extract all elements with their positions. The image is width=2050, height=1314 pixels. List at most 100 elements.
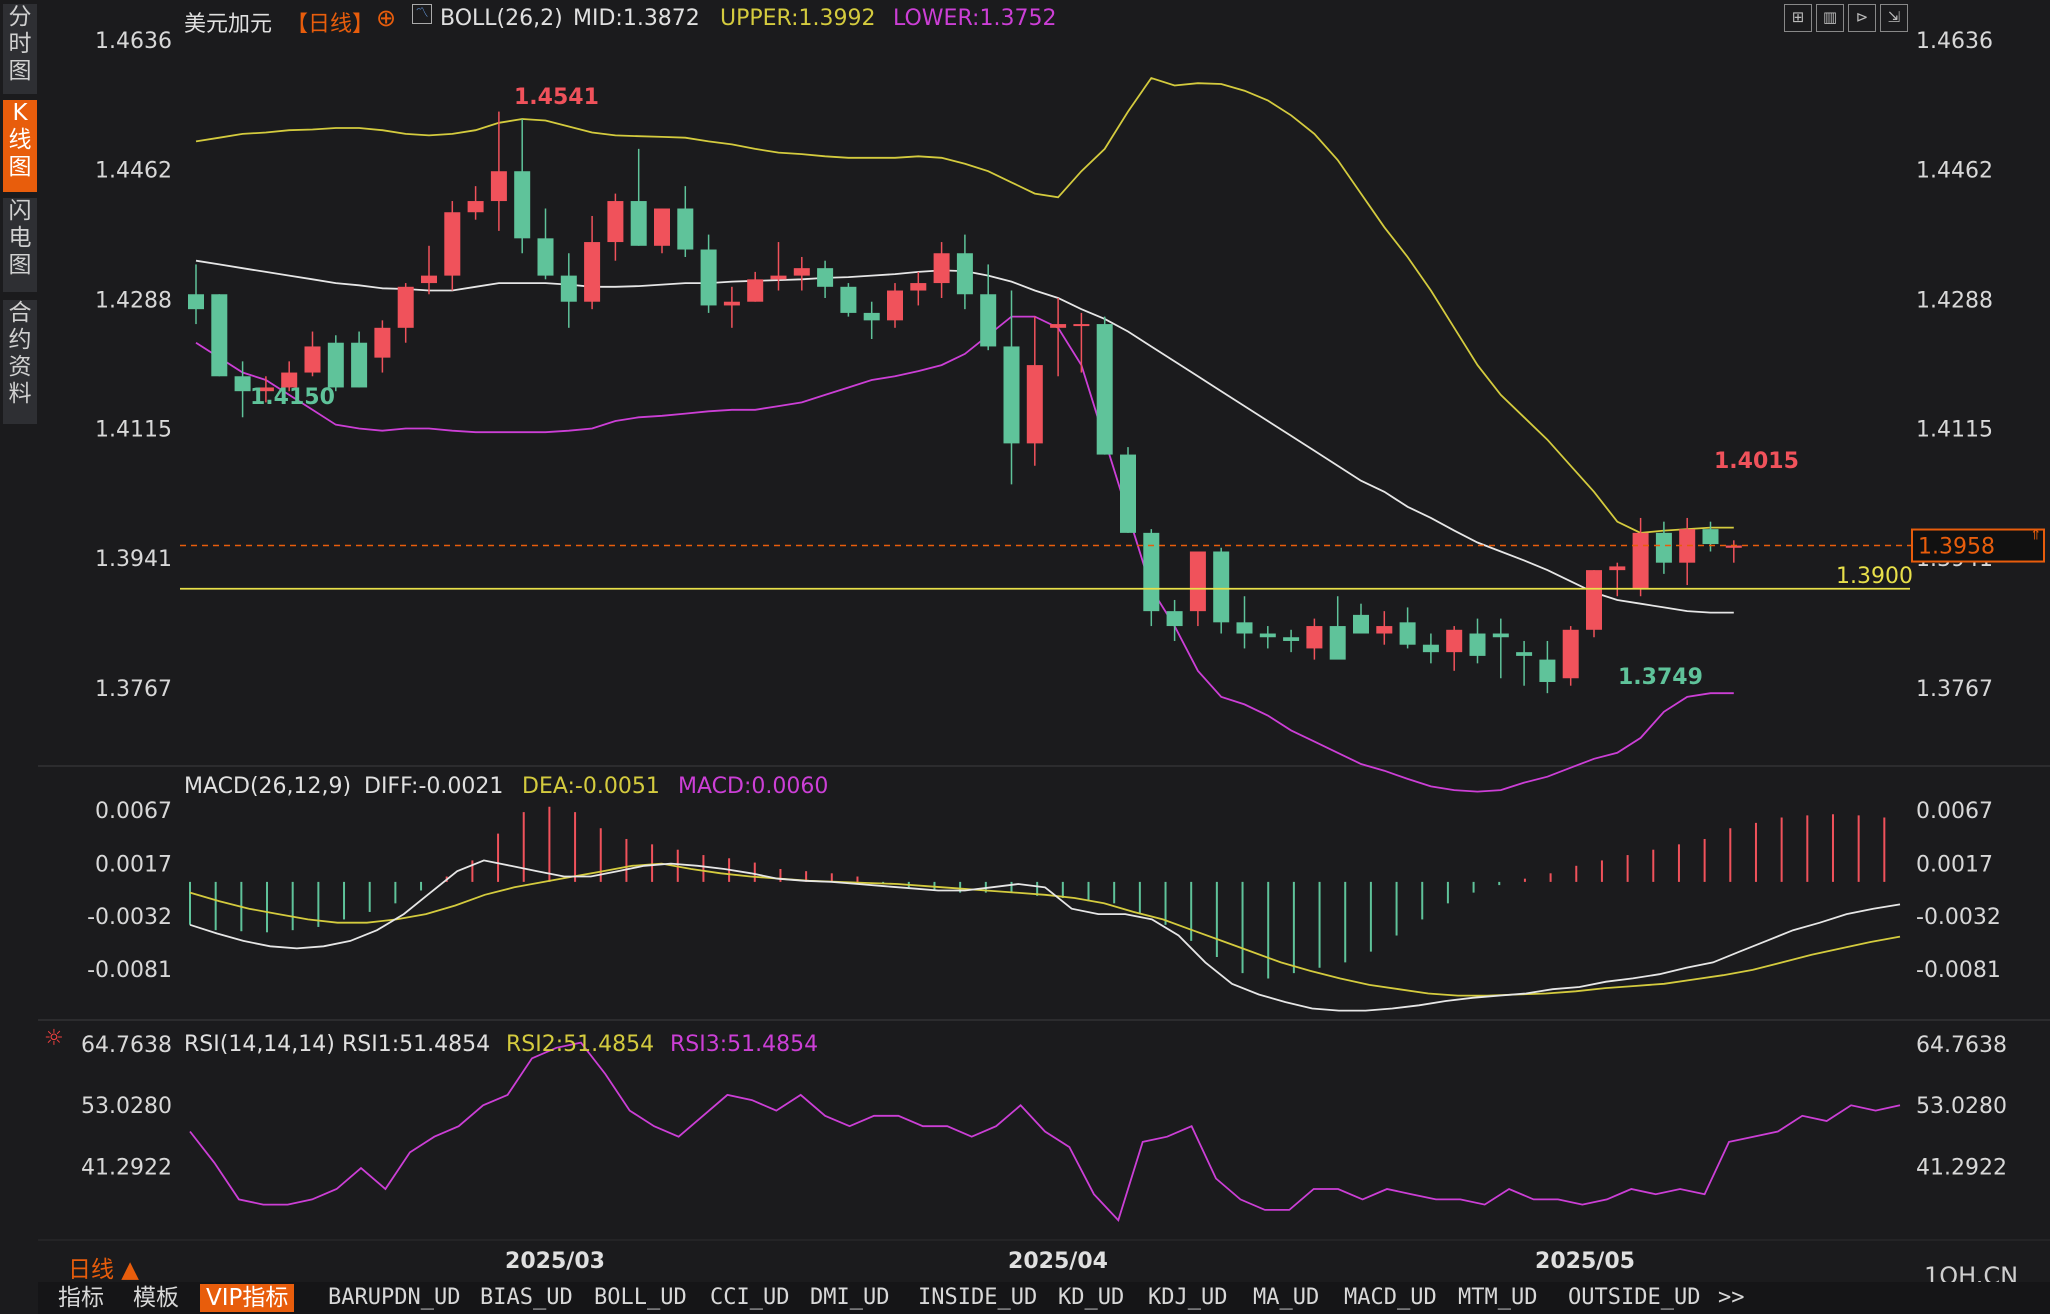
boll-mid-line [195, 259, 1734, 614]
candle-body [304, 346, 321, 373]
candle-body [1096, 324, 1113, 455]
macd-y-tick: 0.0067 [95, 799, 172, 824]
candle-body [677, 208, 694, 250]
candle-body [1236, 622, 1253, 634]
toolbar-item-模板[interactable]: 模板 [133, 1285, 179, 1311]
indicator-chart-icon[interactable]: 〽 [412, 4, 432, 24]
toolbar-more-button[interactable]: >> [1718, 1285, 1745, 1310]
y-tick-label: 1.4462 [95, 159, 172, 184]
y-tick-label-right: 1.4115 [1916, 417, 1993, 442]
toolbar-item-inside-ud[interactable]: INSIDE_UD [918, 1285, 1038, 1310]
y-tick-label-right: 1.4636 [1916, 29, 1993, 54]
candle-body [1422, 644, 1439, 653]
layout-grid-icon[interactable]: ⊞ [1784, 4, 1812, 32]
toolbar-item-mtm-ud[interactable]: MTM_UD [1458, 1285, 1538, 1310]
candle-body [1073, 324, 1090, 327]
tab-flash-chart[interactable]: 闪电图 [3, 198, 37, 293]
candle-body [444, 212, 461, 276]
toolbar-item-dmi-ud[interactable]: DMI_UD [810, 1285, 890, 1310]
candle-body [211, 294, 228, 377]
macd-diff: DIFF:-0.0021 [364, 774, 504, 799]
candle-body [1166, 611, 1183, 627]
candle-body [770, 275, 787, 280]
toolbar-item-macd-ud[interactable]: MACD_UD [1344, 1285, 1437, 1310]
candle-body [1632, 532, 1649, 589]
macd-diff-line [189, 859, 1901, 1012]
toolbar-item-kdj-ud[interactable]: KDJ_UD [1148, 1285, 1228, 1310]
candle-body [654, 208, 670, 246]
candle-body [956, 253, 973, 295]
macd-dea: DEA:-0.0051 [522, 774, 660, 799]
macd-y-tick: -0.0081 [87, 958, 172, 983]
macd-y-tick: 0.0017 [95, 853, 172, 878]
candle-body [281, 372, 298, 388]
macd-label: MACD(26,12,9) [184, 774, 352, 799]
candle-body [537, 238, 554, 276]
candle-body [560, 275, 577, 302]
rsi-y-tick-right: 64.7638 [1916, 1033, 2007, 1058]
rsi2-value: RSI2:51.4854 [506, 1032, 655, 1057]
rsi-y-tick: 64.7638 [81, 1033, 172, 1058]
candle-body [1050, 324, 1067, 328]
period-selector[interactable]: 日线 ▲ [68, 1257, 139, 1283]
support-line-label: 1.3900 [1836, 564, 1913, 589]
candle-body [490, 171, 507, 202]
candle-body [817, 268, 834, 287]
y-tick-label: 1.4636 [95, 29, 172, 54]
boll-lower-line [195, 315, 1734, 793]
candle-body [910, 283, 927, 291]
toolbar-item-cci-ud[interactable]: CCI_UD [710, 1285, 790, 1310]
crosshair-icon[interactable]: ⊕ [376, 4, 397, 32]
candle-body [1213, 551, 1230, 623]
y-tick-label: 1.3767 [95, 677, 172, 702]
toolbar-item-kd-ud[interactable]: KD_UD [1058, 1285, 1125, 1310]
candle-body [1259, 633, 1276, 638]
candle-body [1655, 532, 1672, 563]
y-tick-label: 1.4288 [95, 288, 172, 313]
candle-body [1399, 622, 1416, 645]
high-annotation: 1.4541 [514, 85, 599, 110]
candle-body [1143, 532, 1160, 612]
tab-contract-info[interactable]: 合约资料 [3, 300, 37, 425]
low-annotation-left: 1.4150 [250, 385, 335, 410]
layout-columns-icon[interactable]: ▥ [1816, 4, 1844, 32]
candle-body [700, 249, 717, 306]
x-tick-label: 2025/04 [1008, 1249, 1108, 1274]
play-step-icon[interactable]: ⊳ [1848, 4, 1876, 32]
candle-body [327, 342, 344, 388]
expand-icon[interactable]: ⇲ [1880, 4, 1908, 32]
candle-body [234, 376, 251, 392]
toolbar-item-ma-ud[interactable]: MA_UD [1253, 1285, 1320, 1310]
rsi1-value: RSI1:51.4854 [342, 1032, 491, 1057]
candle-body [980, 294, 997, 347]
price-up-arrow-icon: ⇑ [2030, 528, 2042, 544]
tab-time-chart[interactable]: 分时图 [3, 4, 37, 95]
toolbar-item-barupdn-ud[interactable]: BARUPDN_UD [328, 1285, 461, 1310]
indicator-toolbar: 指标 模板 VIP指标 BARUPDN_UD BIAS_UD BOLL_UD CCI_UD D… [38, 1282, 2050, 1314]
macd-value: MACD:0.0060 [678, 774, 829, 799]
rsi-y-tick-right: 53.0280 [1916, 1094, 2007, 1119]
toolbar-item-指标[interactable]: 指标 [58, 1285, 104, 1311]
macd-dea-line [189, 862, 1901, 997]
y-tick-label: 1.4115 [95, 417, 172, 442]
settings-sun-icon[interactable]: ☼ [44, 1026, 64, 1051]
candle-body [1469, 633, 1486, 656]
toolbar-item-bias-ud[interactable]: BIAS_UD [480, 1285, 573, 1310]
candle-body [1189, 551, 1206, 612]
candle-body [1516, 652, 1533, 656]
candle-body [1283, 637, 1300, 641]
candle-body [1329, 626, 1346, 660]
current-price-box [1911, 528, 2045, 563]
candle-body [1376, 626, 1393, 634]
toolbar-item-boll-ud[interactable]: BOLL_UD [594, 1285, 687, 1310]
macd-y-tick-right: -0.0081 [1916, 958, 2001, 983]
rsi-y-tick: 41.2922 [81, 1156, 172, 1181]
toolbar-item-outside-ud[interactable]: OUTSIDE_UD [1568, 1285, 1701, 1310]
candle-body [257, 387, 274, 392]
toolbar-item-vip指标[interactable]: VIP指标 [200, 1284, 295, 1312]
candle-body [723, 301, 740, 306]
recent-high-annotation: 1.4015 [1714, 449, 1799, 474]
y-tick-label-right: 1.4462 [1916, 159, 1993, 184]
